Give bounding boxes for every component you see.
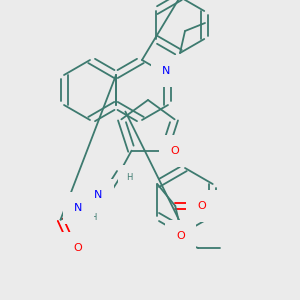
Text: O: O <box>73 243 82 253</box>
Text: O: O <box>176 231 185 241</box>
Text: N: N <box>94 190 103 200</box>
Text: H: H <box>126 173 133 182</box>
Text: H: H <box>90 213 97 222</box>
Text: O: O <box>197 201 206 211</box>
Text: N: N <box>162 66 170 76</box>
Text: O: O <box>170 146 179 156</box>
Text: N: N <box>74 203 83 213</box>
